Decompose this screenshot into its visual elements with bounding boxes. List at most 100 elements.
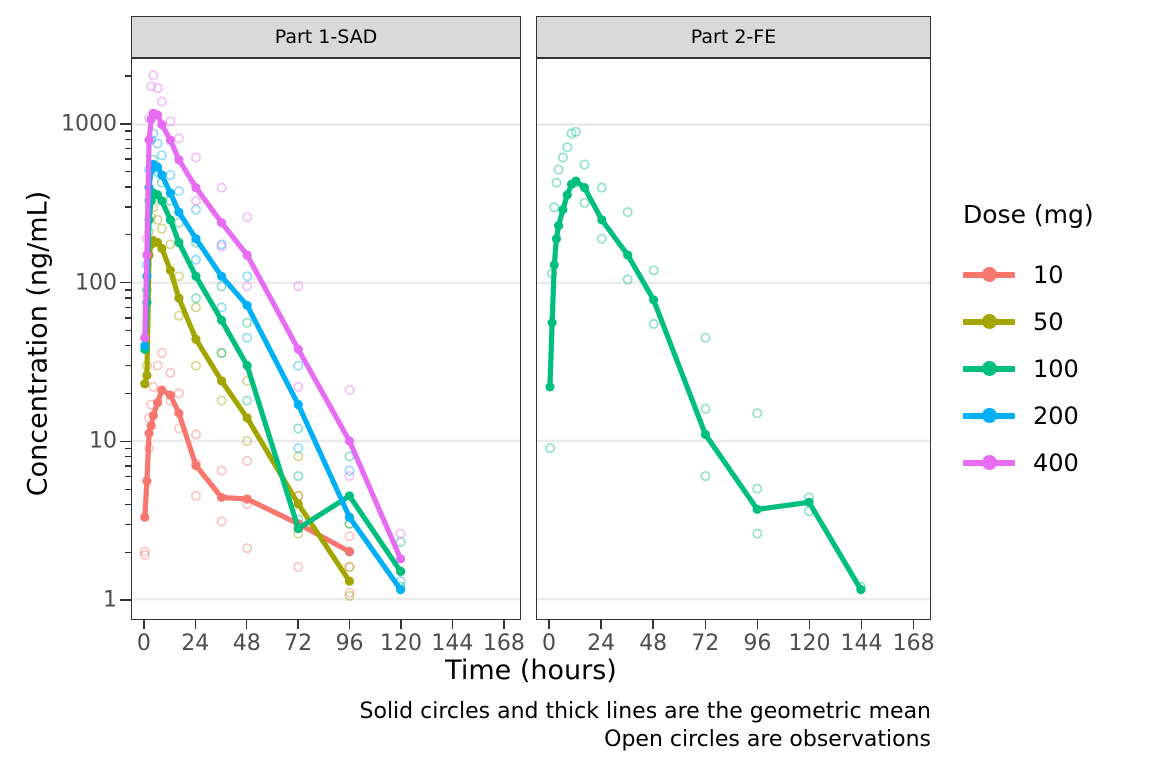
- legend-key-dot: [982, 407, 997, 423]
- observation-point: [190, 204, 201, 215]
- observation-point: [596, 233, 607, 244]
- y-tick-minor: [125, 138, 131, 140]
- legend-key-swatch: [963, 260, 1015, 290]
- legend-item-200[interactable]: 200: [963, 392, 1152, 439]
- geomean-line: [142, 161, 404, 593]
- geomean-point: [242, 360, 252, 371]
- observation-point: [395, 528, 406, 539]
- y-tick-minor: [125, 297, 131, 299]
- observation-point: [216, 182, 227, 193]
- legend-item-10[interactable]: 10: [963, 251, 1152, 298]
- geomean-point: [242, 413, 252, 423]
- observation-point: [190, 302, 201, 313]
- observation-point: [579, 159, 590, 170]
- observation-point: [148, 381, 159, 392]
- legend-item-label: 400: [1033, 448, 1079, 477]
- geomean-point: [165, 390, 175, 400]
- observation-point: [173, 310, 184, 321]
- observation-point: [344, 471, 355, 482]
- y-tick-minor: [125, 186, 131, 188]
- observation-point: [216, 465, 227, 476]
- caption-line-1: Solid circles and thick lines are the ge…: [359, 699, 931, 724]
- x-tick: [756, 620, 759, 629]
- y-tick-major: [120, 123, 131, 125]
- observation-point: [156, 223, 167, 234]
- geomean-point: [140, 512, 150, 522]
- geomean-series-100: [545, 176, 866, 595]
- observation-point: [242, 455, 253, 466]
- observation-point: [216, 395, 227, 406]
- geomean-point: [396, 566, 406, 576]
- x-tick: [503, 620, 505, 629]
- observation-point: [596, 182, 607, 193]
- geomean-point: [174, 237, 184, 248]
- geomean-point: [157, 170, 167, 180]
- y-tick-minor: [125, 75, 131, 77]
- observation-point: [165, 116, 176, 127]
- legend-title: Dose (mg): [963, 200, 1094, 229]
- observation-point: [242, 212, 253, 223]
- observation-point: [344, 465, 355, 476]
- x-tick: [400, 620, 402, 629]
- observation-point: [165, 367, 176, 378]
- x-tick: [860, 620, 863, 629]
- observation-points-200: [141, 128, 406, 587]
- geomean-point: [153, 398, 163, 408]
- panel-strip-label: Part 2-FE: [690, 26, 777, 48]
- observation-point: [156, 150, 167, 161]
- legend-key-dot: [982, 360, 997, 376]
- x-tick-label: 48: [639, 631, 668, 656]
- y-tick-major: [120, 281, 131, 284]
- legend-item-50[interactable]: 50: [963, 298, 1152, 345]
- geomean-series-200: [140, 159, 406, 595]
- observation-point: [622, 274, 633, 285]
- observation-point: [622, 207, 633, 218]
- y-tick-label: 1: [103, 587, 117, 613]
- observation-point: [242, 271, 253, 282]
- observation-point: [152, 83, 163, 94]
- y-tick-minor: [125, 523, 131, 526]
- observation-point: [165, 170, 176, 181]
- panel-strip-part-2-fe: Part 2-FE: [536, 16, 931, 58]
- observation-point: [242, 436, 253, 447]
- legend-items: 10 50 100 200 400: [963, 251, 1152, 486]
- legend-item-400[interactable]: 400: [963, 439, 1152, 486]
- observation-point: [190, 195, 201, 206]
- x-tick-label: 144: [431, 631, 474, 656]
- geomean-point: [571, 176, 581, 186]
- x-tick-label: 0: [136, 631, 151, 656]
- observation-point: [173, 388, 184, 399]
- x-tick-label: 0: [542, 631, 557, 656]
- observation-point: [216, 241, 227, 252]
- observation-point: [173, 133, 184, 144]
- observation-point: [293, 381, 304, 392]
- geomean-point: [804, 497, 814, 507]
- geomean-point: [216, 218, 227, 228]
- legend-item-100[interactable]: 100: [963, 345, 1152, 392]
- observation-point: [152, 360, 163, 371]
- geomean-point: [165, 188, 175, 198]
- geomean-point: [165, 215, 175, 225]
- geomean-point: [144, 135, 154, 145]
- observation-point: [173, 271, 184, 282]
- geomean-point: [148, 410, 158, 421]
- x-tick: [652, 620, 654, 629]
- geomean-point: [293, 499, 303, 509]
- geomean-point: [157, 196, 167, 206]
- observation-point: [557, 152, 568, 163]
- geomean-point: [140, 341, 150, 351]
- geomean-point: [344, 436, 355, 446]
- x-tick: [297, 620, 299, 629]
- geomean-point: [216, 315, 227, 325]
- observation-point: [544, 443, 555, 454]
- observation-point: [551, 177, 562, 188]
- observation-point: [293, 423, 304, 434]
- x-tick: [600, 620, 602, 629]
- geomean-point: [153, 162, 163, 172]
- x-axis-part-2-fe: 0 24 48 72 96 120 144 168: [536, 620, 935, 656]
- x-axis-part-1-sad: 0 24 48 72 96 120 144 168: [131, 620, 525, 656]
- x-tick: [451, 620, 454, 629]
- plot-panel-part-2-fe: [536, 58, 931, 620]
- observation-point: [344, 385, 355, 396]
- observation-point: [566, 128, 577, 139]
